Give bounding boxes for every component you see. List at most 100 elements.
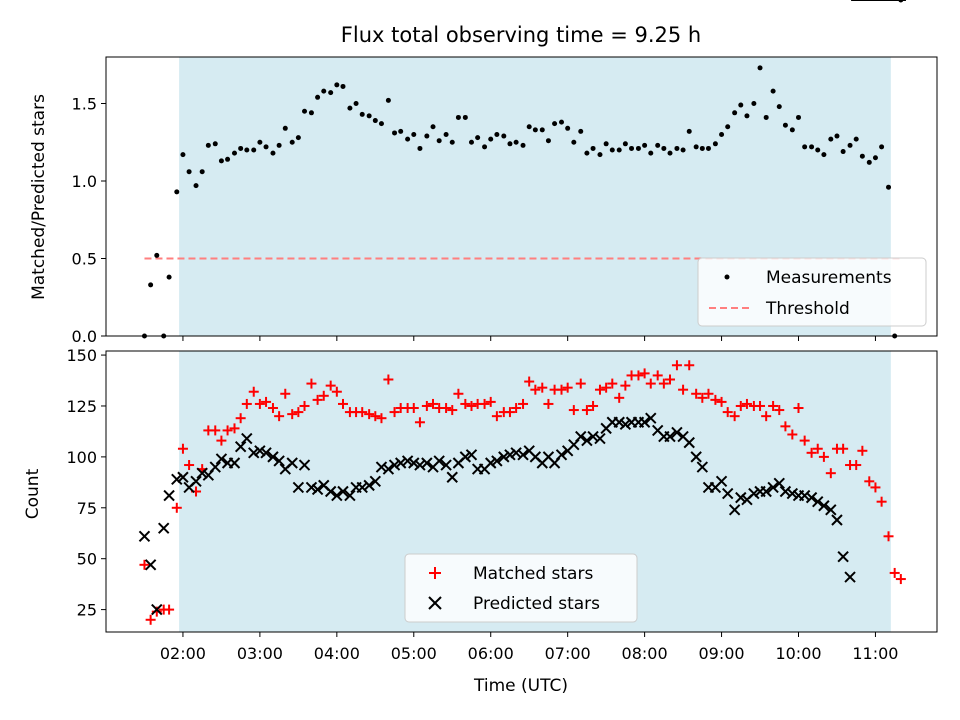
- matched-stars-point: [601, 382, 612, 393]
- matched-stars-point: [466, 400, 477, 411]
- top-y-axis: 0.0 0.5 1.0 1.5: [72, 95, 106, 346]
- measurement-point: [661, 145, 667, 151]
- measurement-point: [443, 132, 449, 137]
- predicted-stars-point: [645, 412, 657, 424]
- predicted-stars-point: [273, 455, 285, 467]
- matched-stars-point: [883, 531, 894, 542]
- measurement-point: [328, 90, 334, 96]
- matched-stars-point: [818, 451, 829, 462]
- measurement-point: [449, 139, 455, 145]
- predicted-stars-point: [163, 489, 175, 502]
- measurement-point: [392, 130, 398, 136]
- measurement-point: [635, 145, 641, 151]
- matched-stars-point: [735, 400, 746, 411]
- matched-stars-point: [171, 502, 182, 513]
- measurement-point: [738, 102, 744, 108]
- predicted-stars-point: [241, 432, 253, 445]
- measurement-point: [667, 150, 673, 156]
- measurement-point: [859, 153, 865, 159]
- predicted-stars-point: [504, 449, 516, 461]
- bottom-x-tick-label: 09:00: [699, 644, 745, 663]
- matched-stars-point: [575, 378, 586, 389]
- chart-title: Flux total observing time = 9.25 h: [341, 23, 701, 47]
- matched-stars-point: [851, 460, 862, 471]
- measurement-point: [475, 135, 481, 141]
- predicted-stars-point: [151, 603, 163, 616]
- matched-stars-point: [421, 400, 432, 411]
- measurement-point: [847, 142, 853, 148]
- matched-stars-point: [633, 370, 644, 381]
- matched-stars-point: [787, 429, 798, 440]
- predicted-stars-point: [375, 461, 388, 473]
- predicted-stars-point: [337, 485, 349, 498]
- predicted-stars-point: [286, 457, 298, 469]
- matched-stars-point: [177, 443, 188, 454]
- measurement-point: [405, 136, 411, 142]
- predicted-stars-point: [209, 461, 221, 473]
- predicted-stars-point: [831, 514, 843, 526]
- top-legend: Measurements Threshold: [697, 257, 927, 327]
- measurement-point: [359, 111, 365, 117]
- measurement-point: [238, 145, 244, 151]
- predicted-stars-point: [671, 426, 683, 439]
- predicted-stars-point: [324, 485, 337, 498]
- top-x-ticks: [182, 336, 876, 341]
- bottom-y-tick-label: 75: [77, 499, 97, 518]
- matched-stars-point: [799, 435, 810, 446]
- top-y-tick-label: 1.0: [72, 172, 97, 191]
- matched-stars-point: [447, 405, 458, 416]
- top-y-tick-label: 0.5: [72, 250, 97, 269]
- bottom-x-tick-label: 02:00: [160, 644, 206, 663]
- matched-stars-point: [761, 411, 772, 422]
- predicted-stars-point: [369, 475, 382, 488]
- predicted-stars-point: [767, 481, 779, 494]
- legend-threshold-label: Threshold: [765, 299, 850, 319]
- matched-stars-point: [614, 392, 625, 403]
- matched-stars-point: [530, 384, 541, 395]
- predicted-stars-point: [798, 489, 811, 502]
- measurement-point: [411, 132, 417, 137]
- bottom-y-axis: 25 50 75 100 125 150: [66, 346, 106, 620]
- measurement-point: [603, 141, 609, 147]
- measurement-point: [282, 125, 288, 131]
- matched-stars-point: [511, 403, 522, 414]
- measurement-point: [725, 124, 731, 130]
- bottom-x-tick-label: 03:00: [237, 644, 283, 663]
- predicted-stars-point: [190, 475, 202, 488]
- measurement-point: [539, 127, 545, 133]
- predicted-stars-point: [818, 500, 830, 512]
- matched-stars-series: [139, 360, 906, 625]
- matched-stars-point: [568, 405, 579, 416]
- predicted-stars-point: [234, 440, 247, 453]
- predicted-stars-point: [267, 451, 279, 463]
- matched-stars-point: [870, 482, 881, 493]
- predicted-stars-point: [805, 491, 818, 504]
- matched-stars-point: [556, 384, 567, 395]
- measurement-point: [398, 128, 404, 134]
- measurement-point: [834, 133, 840, 139]
- measurement-point: [853, 136, 859, 142]
- predicted-stars-point: [311, 483, 324, 496]
- matched-stars-point: [337, 398, 348, 409]
- measurement-point: [597, 152, 603, 158]
- predicted-stars-point: [171, 473, 183, 485]
- predicted-stars-point: [394, 457, 407, 469]
- predicted-stars-point: [581, 434, 593, 447]
- matched-stars-point: [716, 396, 727, 407]
- matched-stars-point: [825, 468, 836, 479]
- matched-stars-point: [895, 574, 906, 585]
- predicted-stars-point: [356, 481, 368, 494]
- matched-stars-point: [139, 559, 150, 570]
- predicted-stars-point: [158, 522, 170, 534]
- measurement-point: [680, 147, 686, 153]
- matched-stars-point: [357, 407, 368, 418]
- predicted-stars-point: [421, 457, 433, 469]
- legend-matched-label: Matched stars: [473, 564, 593, 584]
- predicted-stars-point: [177, 471, 189, 483]
- bottom-legend-box: [404, 553, 638, 623]
- predicted-stars-point: [613, 416, 625, 428]
- bottom-panel: 25 50 75 100 125 150 02:00 03:00 04:00 05:00 06:0…: [23, 0, 938, 696]
- measurement-point: [199, 169, 205, 175]
- matched-stars-point: [222, 425, 233, 436]
- predicted-stars-point: [440, 459, 452, 471]
